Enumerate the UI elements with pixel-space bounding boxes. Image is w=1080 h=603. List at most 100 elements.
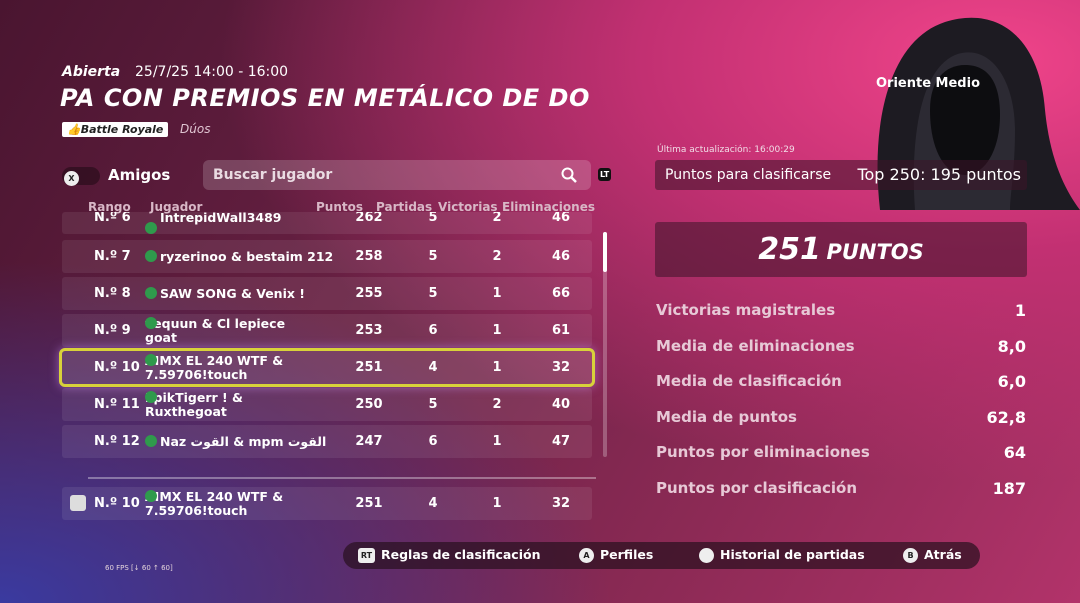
button-label: Perfiles — [600, 547, 654, 562]
button-key: B — [903, 548, 918, 563]
leaderboard-row[interactable]: N.º 7 ryzerinoo & bestaim 212 258 5 2 46 — [62, 240, 592, 273]
region: Oriente Medio — [876, 76, 980, 91]
player: ryzerinoo & bestaim 212 — [160, 249, 334, 264]
flag — [145, 287, 157, 299]
own-row[interactable]: N.º 10 AIMX EL 240 WTF & 7.59706!touch 251 4… — [62, 487, 592, 520]
stat-matches: 4 — [428, 360, 438, 375]
stat-wins: 1 — [492, 323, 502, 338]
flag — [145, 391, 157, 403]
mode: Battle Royale — [80, 123, 164, 136]
rank: N.º 9 — [94, 323, 131, 338]
player: SAW SONG & Venix ! — [160, 286, 305, 301]
footer-button[interactable]: B Atrás — [903, 547, 962, 563]
stat-points: 250 — [355, 397, 383, 412]
stat-value: 62,8 — [986, 407, 1026, 427]
stat-value: 187 — [992, 478, 1026, 498]
stat-matches: 6 — [428, 434, 438, 449]
stat-points: 251 — [355, 360, 383, 375]
button-label: Historial de partidas — [720, 547, 865, 562]
player: AIMX EL 240 WTF & — [145, 489, 284, 504]
stat-elims: 40 — [551, 397, 571, 412]
stat-label: Media de eliminaciones — [656, 336, 855, 355]
player: AIMX EL 240 WTF & — [145, 353, 284, 368]
button-label: Atrás — [924, 547, 962, 562]
friends-toggle[interactable]: X — [62, 167, 100, 186]
flag — [145, 250, 157, 262]
scroll-thumb — [603, 232, 607, 272]
stat-label: Puntos por eliminaciones — [656, 443, 870, 461]
button-key — [699, 548, 714, 563]
schedule: 25/7/25 14:00 - 16:00 — [135, 64, 289, 80]
stat-points: 262 — [355, 212, 383, 225]
qualify-value: Top 250: 195 puntos — [857, 165, 1021, 184]
rank: N.º 10 — [94, 496, 140, 511]
stat-matches: 5 — [428, 212, 438, 225]
stat-value: 64 — [1003, 443, 1026, 462]
leaderboard-row[interactable]: N.º 6 IntrepidWall3489 262 5 2 46 — [62, 212, 592, 234]
stat-elims: 47 — [551, 434, 571, 449]
stat-elims: 32 — [551, 496, 571, 511]
tab-key: LT — [598, 168, 612, 181]
rank: N.º 12 — [94, 434, 140, 449]
qualify-label: Puntos para clasificarse — [665, 167, 832, 183]
stat-points: 251 — [355, 496, 383, 511]
search-icon — [561, 167, 577, 183]
search-placeholder: Buscar jugador — [213, 167, 333, 183]
leaderboard-row[interactable]: N.º 10 AIMX EL 240 WTF & 7.59706!touch 251 4… — [59, 348, 595, 387]
score-box: 251 PUNTOS — [655, 222, 1027, 277]
stat-matches: 5 — [428, 397, 438, 412]
footer-button[interactable]: Historial de partidas — [699, 547, 865, 563]
rank: N.º 7 — [94, 249, 131, 264]
last-update: Última actualización: 16:00:29 — [657, 145, 795, 155]
flag — [145, 354, 157, 366]
stat-value: 8,0 — [997, 336, 1026, 356]
footer-button[interactable]: A Perfiles — [579, 547, 653, 563]
flag — [145, 317, 157, 329]
scroll-track — [603, 232, 607, 457]
toggle-key: X — [64, 170, 79, 186]
player: 7.59706!touch — [145, 367, 248, 382]
stat-wins: 1 — [492, 286, 502, 301]
footer-button[interactable]: RT Reglas de clasificación — [358, 547, 541, 563]
footer-bar — [343, 542, 980, 569]
leaderboard-row[interactable]: N.º 9 vequun & Cl lepiece goat 253 6 1 61 — [62, 314, 592, 347]
mode-badge: 👍Battle Royale — [62, 122, 169, 137]
button-key: RT — [358, 548, 375, 563]
stat-wins: 1 — [492, 496, 502, 511]
stat-elims: 46 — [551, 212, 571, 225]
player: vequun & Cl lepiece — [145, 316, 286, 331]
fps: 60 FPS [↓ 60 ↑ 60] — [105, 564, 173, 572]
column-header: Victorias — [438, 200, 498, 214]
rank: N.º 6 — [94, 212, 131, 225]
search-box[interactable]: Buscar jugador — [203, 160, 591, 190]
rank: N.º 8 — [94, 286, 131, 301]
stat-elims: 32 — [551, 360, 571, 375]
stat-label: Victorias magistrales — [656, 301, 836, 319]
team-mode: Dúos — [180, 122, 211, 136]
button-label: Reglas de clasificación — [381, 547, 541, 562]
stat-label: Media de puntos — [656, 407, 797, 426]
column-header: Rango — [88, 200, 131, 214]
leaderboard-row[interactable]: N.º 12 Naz القوت & mpm القوت 247 6 1 47 — [62, 425, 592, 458]
stat-elims: 66 — [551, 286, 571, 301]
stat-wins: 2 — [492, 249, 502, 264]
friends-label: Amigos — [108, 166, 171, 184]
stat-value: 1 — [1014, 301, 1026, 320]
qualify-box: Puntos para clasificarse Top 250: 195 pu… — [655, 160, 1027, 190]
own-icon — [70, 495, 86, 511]
leaderboard-row[interactable]: N.º 11 EpikTigerr ! & Ruxthegoat 250 5 2 40 — [62, 388, 592, 421]
player: IntrepidWall3489 — [160, 212, 282, 225]
button-key: A — [579, 548, 594, 563]
stat-matches: 6 — [428, 323, 438, 338]
stat-wins: 2 — [492, 397, 502, 412]
stat-points: 258 — [355, 249, 383, 264]
player: EpikTigerr ! & — [145, 390, 243, 405]
stat-points: 255 — [355, 286, 383, 301]
stat-matches: 5 — [428, 286, 438, 301]
stat-elims: 61 — [551, 323, 571, 338]
stat-elims: 46 — [551, 249, 571, 264]
leaderboard-row[interactable]: N.º 8 SAW SONG & Venix ! 255 5 1 66 — [62, 277, 592, 310]
stat-wins: 1 — [492, 360, 502, 375]
stat-points: 247 — [355, 434, 383, 449]
divider — [88, 477, 596, 479]
